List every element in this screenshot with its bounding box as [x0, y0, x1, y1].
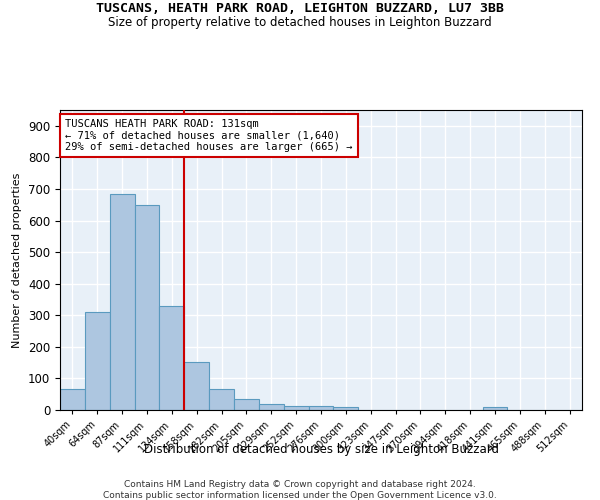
- Bar: [334, 407, 358, 410]
- Text: Contains HM Land Registry data © Crown copyright and database right 2024.: Contains HM Land Registry data © Crown c…: [124, 480, 476, 489]
- Text: Size of property relative to detached houses in Leighton Buzzard: Size of property relative to detached ho…: [108, 16, 492, 29]
- Bar: [308, 406, 334, 410]
- Bar: [234, 399, 259, 410]
- Bar: [284, 406, 308, 410]
- Bar: [134, 204, 160, 410]
- Y-axis label: Number of detached properties: Number of detached properties: [13, 172, 22, 348]
- Bar: [259, 404, 284, 410]
- Bar: [160, 306, 184, 410]
- Bar: [184, 362, 209, 410]
- Text: TUSCANS, HEATH PARK ROAD, LEIGHTON BUZZARD, LU7 3BB: TUSCANS, HEATH PARK ROAD, LEIGHTON BUZZA…: [96, 2, 504, 16]
- Bar: [482, 407, 508, 410]
- Text: Contains public sector information licensed under the Open Government Licence v3: Contains public sector information licen…: [103, 491, 497, 500]
- Bar: [60, 390, 85, 410]
- Text: TUSCANS HEATH PARK ROAD: 131sqm
← 71% of detached houses are smaller (1,640)
29%: TUSCANS HEATH PARK ROAD: 131sqm ← 71% of…: [65, 119, 353, 152]
- Bar: [85, 312, 110, 410]
- Text: Distribution of detached houses by size in Leighton Buzzard: Distribution of detached houses by size …: [143, 442, 499, 456]
- Bar: [110, 194, 134, 410]
- Bar: [209, 388, 234, 410]
